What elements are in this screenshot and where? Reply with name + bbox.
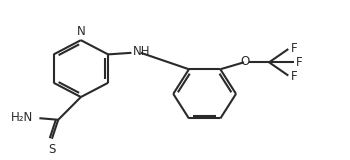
Text: F: F: [290, 70, 297, 83]
Text: S: S: [48, 143, 56, 156]
Text: H₂N: H₂N: [11, 111, 33, 124]
Text: O: O: [241, 55, 250, 68]
Text: NH: NH: [133, 45, 150, 58]
Text: F: F: [296, 56, 302, 69]
Text: N: N: [77, 25, 86, 38]
Text: F: F: [290, 42, 297, 55]
